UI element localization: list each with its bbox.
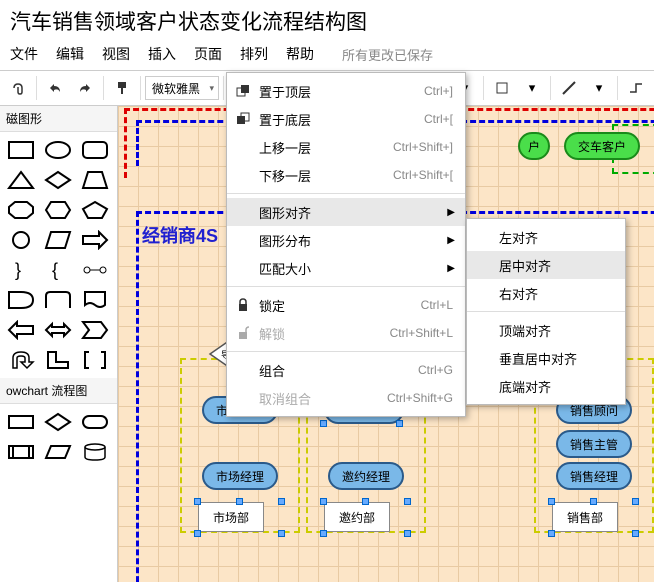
- flowchart-shapes-grid: [0, 404, 117, 470]
- menu-item: 取消组合Ctrl+Shift+G: [227, 384, 465, 412]
- menu-item[interactable]: 底端对齐: [467, 372, 625, 400]
- shape-lshape[interactable]: [41, 346, 75, 374]
- node-dept-sales-selected[interactable]: 销售部: [552, 502, 618, 532]
- menu-item[interactable]: 置于顶层Ctrl+]: [227, 77, 465, 105]
- shape-trapezoid[interactable]: [78, 166, 112, 194]
- shape-arrow-right[interactable]: [78, 226, 112, 254]
- shape-decision[interactable]: [41, 408, 75, 436]
- menu-item[interactable]: 左对齐: [467, 223, 625, 251]
- menu-item[interactable]: 锁定Ctrl+L: [227, 291, 465, 319]
- node-sales-mgr[interactable]: 销售经理: [556, 462, 632, 490]
- shape-pentagon[interactable]: [78, 196, 112, 224]
- menu-item[interactable]: 居中对齐: [467, 251, 625, 279]
- node-inv-mgr[interactable]: 邀约经理: [328, 462, 404, 490]
- shape-brace-left[interactable]: }: [4, 256, 38, 284]
- sidebar-section-basic[interactable]: 磁图形: [0, 106, 117, 132]
- node-dept-mkt-selected[interactable]: 市场部: [198, 502, 264, 532]
- font-select[interactable]: 微软雅黑: [145, 76, 219, 100]
- menu-view[interactable]: 视图: [102, 44, 130, 64]
- attach-icon[interactable]: [4, 74, 32, 102]
- shape-hexagon[interactable]: [41, 196, 75, 224]
- shape-arrow-bi[interactable]: [41, 316, 75, 344]
- menu-page[interactable]: 页面: [194, 44, 222, 64]
- format-painter-icon[interactable]: [108, 74, 136, 102]
- shape-tab[interactable]: [41, 286, 75, 314]
- undo-icon[interactable]: [41, 74, 69, 102]
- shape-data[interactable]: [41, 438, 75, 466]
- shape-and[interactable]: [4, 286, 38, 314]
- menu-item[interactable]: 顶端对齐: [467, 316, 625, 344]
- menu-item[interactable]: 右对齐: [467, 279, 625, 307]
- shape-arrow-left[interactable]: [4, 316, 38, 344]
- connector-icon[interactable]: [622, 74, 650, 102]
- shapes-sidebar: 磁图形 } { owchart 流程图: [0, 106, 118, 582]
- node-dept-inv-selected[interactable]: 邀约部: [324, 502, 390, 532]
- shape-brace-right[interactable]: {: [41, 256, 75, 284]
- document-title: 汽车销售领域客户状态变化流程结构图: [0, 0, 654, 40]
- menu-item[interactable]: 上移一层Ctrl+Shift+]: [227, 133, 465, 161]
- shape-terminator[interactable]: [78, 408, 112, 436]
- redo-icon[interactable]: [71, 74, 99, 102]
- shape-doc[interactable]: [78, 286, 112, 314]
- front-icon: [235, 83, 251, 99]
- shape-process[interactable]: [4, 408, 38, 436]
- shape-roundrect[interactable]: [78, 136, 112, 164]
- shape-bracket[interactable]: [78, 346, 112, 374]
- node-sales-sup[interactable]: 销售主管: [556, 430, 632, 458]
- shape-rect[interactable]: [4, 136, 38, 164]
- shape-chevron[interactable]: [78, 316, 112, 344]
- node-green-2[interactable]: 交车客户: [564, 132, 640, 160]
- svg-text:}: }: [15, 260, 21, 280]
- shape-ellipse[interactable]: [41, 136, 75, 164]
- align-submenu: 左对齐居中对齐右对齐顶端对齐垂直居中对齐底端对齐: [466, 218, 626, 405]
- menu-item[interactable]: 置于底层Ctrl+[: [227, 105, 465, 133]
- basic-shapes-grid: } {: [0, 132, 117, 378]
- back-icon: [235, 111, 251, 127]
- menu-item: 解锁Ctrl+Shift+L: [227, 319, 465, 347]
- menu-edit[interactable]: 编辑: [56, 44, 84, 64]
- shape-diamond[interactable]: [41, 166, 75, 194]
- menu-file[interactable]: 文件: [10, 44, 38, 64]
- menu-insert[interactable]: 插入: [148, 44, 176, 64]
- menu-help[interactable]: 帮助: [286, 44, 314, 64]
- menu-item[interactable]: 组合Ctrl+G: [227, 356, 465, 384]
- fill-icon[interactable]: [488, 74, 516, 102]
- menu-item[interactable]: 下移一层Ctrl+Shift+[: [227, 161, 465, 189]
- node-mkt-mgr[interactable]: 市场经理: [202, 462, 278, 490]
- shape-circle[interactable]: [4, 226, 38, 254]
- menu-item[interactable]: 匹配大小▶: [227, 254, 465, 282]
- node-green-1[interactable]: 户: [518, 132, 550, 160]
- shape-octagon[interactable]: [4, 196, 38, 224]
- chevron-down-icon[interactable]: ▾: [518, 74, 546, 102]
- chevron-down-icon[interactable]: ▾: [585, 74, 613, 102]
- line-icon[interactable]: [555, 74, 583, 102]
- menu-item[interactable]: 图形对齐▶: [227, 198, 465, 226]
- lock-icon: [235, 297, 251, 313]
- context-menu: 置于顶层Ctrl+]置于底层Ctrl+[上移一层Ctrl+Shift+]下移一层…: [226, 72, 466, 417]
- save-status: 所有更改已保存: [342, 45, 433, 64]
- label-dealer: 经销商4S: [142, 222, 218, 248]
- menu-arrange[interactable]: 排列: [240, 44, 268, 64]
- shape-predefined[interactable]: [4, 438, 38, 466]
- shape-database[interactable]: [78, 438, 112, 466]
- menu-bar: 文件 编辑 视图 插入 页面 排列 帮助 所有更改已保存: [0, 40, 654, 70]
- shape-triangle[interactable]: [4, 166, 38, 194]
- sidebar-section-flowchart[interactable]: owchart 流程图: [0, 378, 117, 404]
- shape-parallelogram[interactable]: [41, 226, 75, 254]
- menu-item[interactable]: 图形分布▶: [227, 226, 465, 254]
- shape-connector[interactable]: [78, 256, 112, 284]
- shape-uturn[interactable]: [4, 346, 38, 374]
- menu-item[interactable]: 垂直居中对齐: [467, 344, 625, 372]
- svg-text:{: {: [52, 260, 58, 280]
- unlock-icon: [235, 325, 251, 341]
